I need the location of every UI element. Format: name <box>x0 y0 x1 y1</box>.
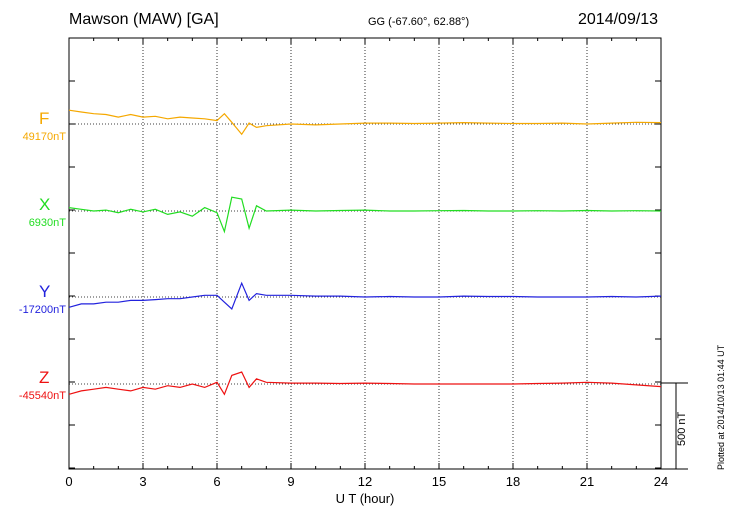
x-tick-label: 18 <box>506 474 520 489</box>
plotted-timestamp: Plotted at 2014/10/13 01:44 UT <box>716 344 726 470</box>
component-y-label: Y <box>39 282 51 301</box>
series-f-line <box>68 109 662 136</box>
x-tick-label: 12 <box>358 474 372 489</box>
station-title: Mawson (MAW) [GA] <box>69 11 219 28</box>
geographic-coordinates: GG (-67.60°, 62.88°) <box>368 16 470 28</box>
x-tick-label: 9 <box>287 474 294 489</box>
x-tick-label: 15 <box>432 474 446 489</box>
baseline-f-label: 49170nT <box>22 131 66 143</box>
x-axis-label: U T (hour) <box>336 491 395 506</box>
baseline-y-label: -17200nT <box>18 304 66 316</box>
x-tick-label: 6 <box>213 474 220 489</box>
date-label: 2014/09/13 <box>578 11 659 28</box>
baseline-x-label: 6930nT <box>28 217 66 229</box>
x-tick-label: 3 <box>139 474 146 489</box>
series-y-line <box>68 281 662 311</box>
x-tick-label: 24 <box>654 474 668 489</box>
component-z-label: Z <box>39 368 50 387</box>
series-z-line <box>68 371 662 396</box>
x-tick-label: 21 <box>580 474 594 489</box>
series-x-line <box>68 196 662 234</box>
baseline-z-label: -45540nT <box>18 390 66 402</box>
component-x-label: X <box>39 195 51 214</box>
scale-bar-label: 500 nT <box>676 411 688 446</box>
x-tick-label: 0 <box>65 474 72 489</box>
component-f-label: F <box>39 109 50 128</box>
